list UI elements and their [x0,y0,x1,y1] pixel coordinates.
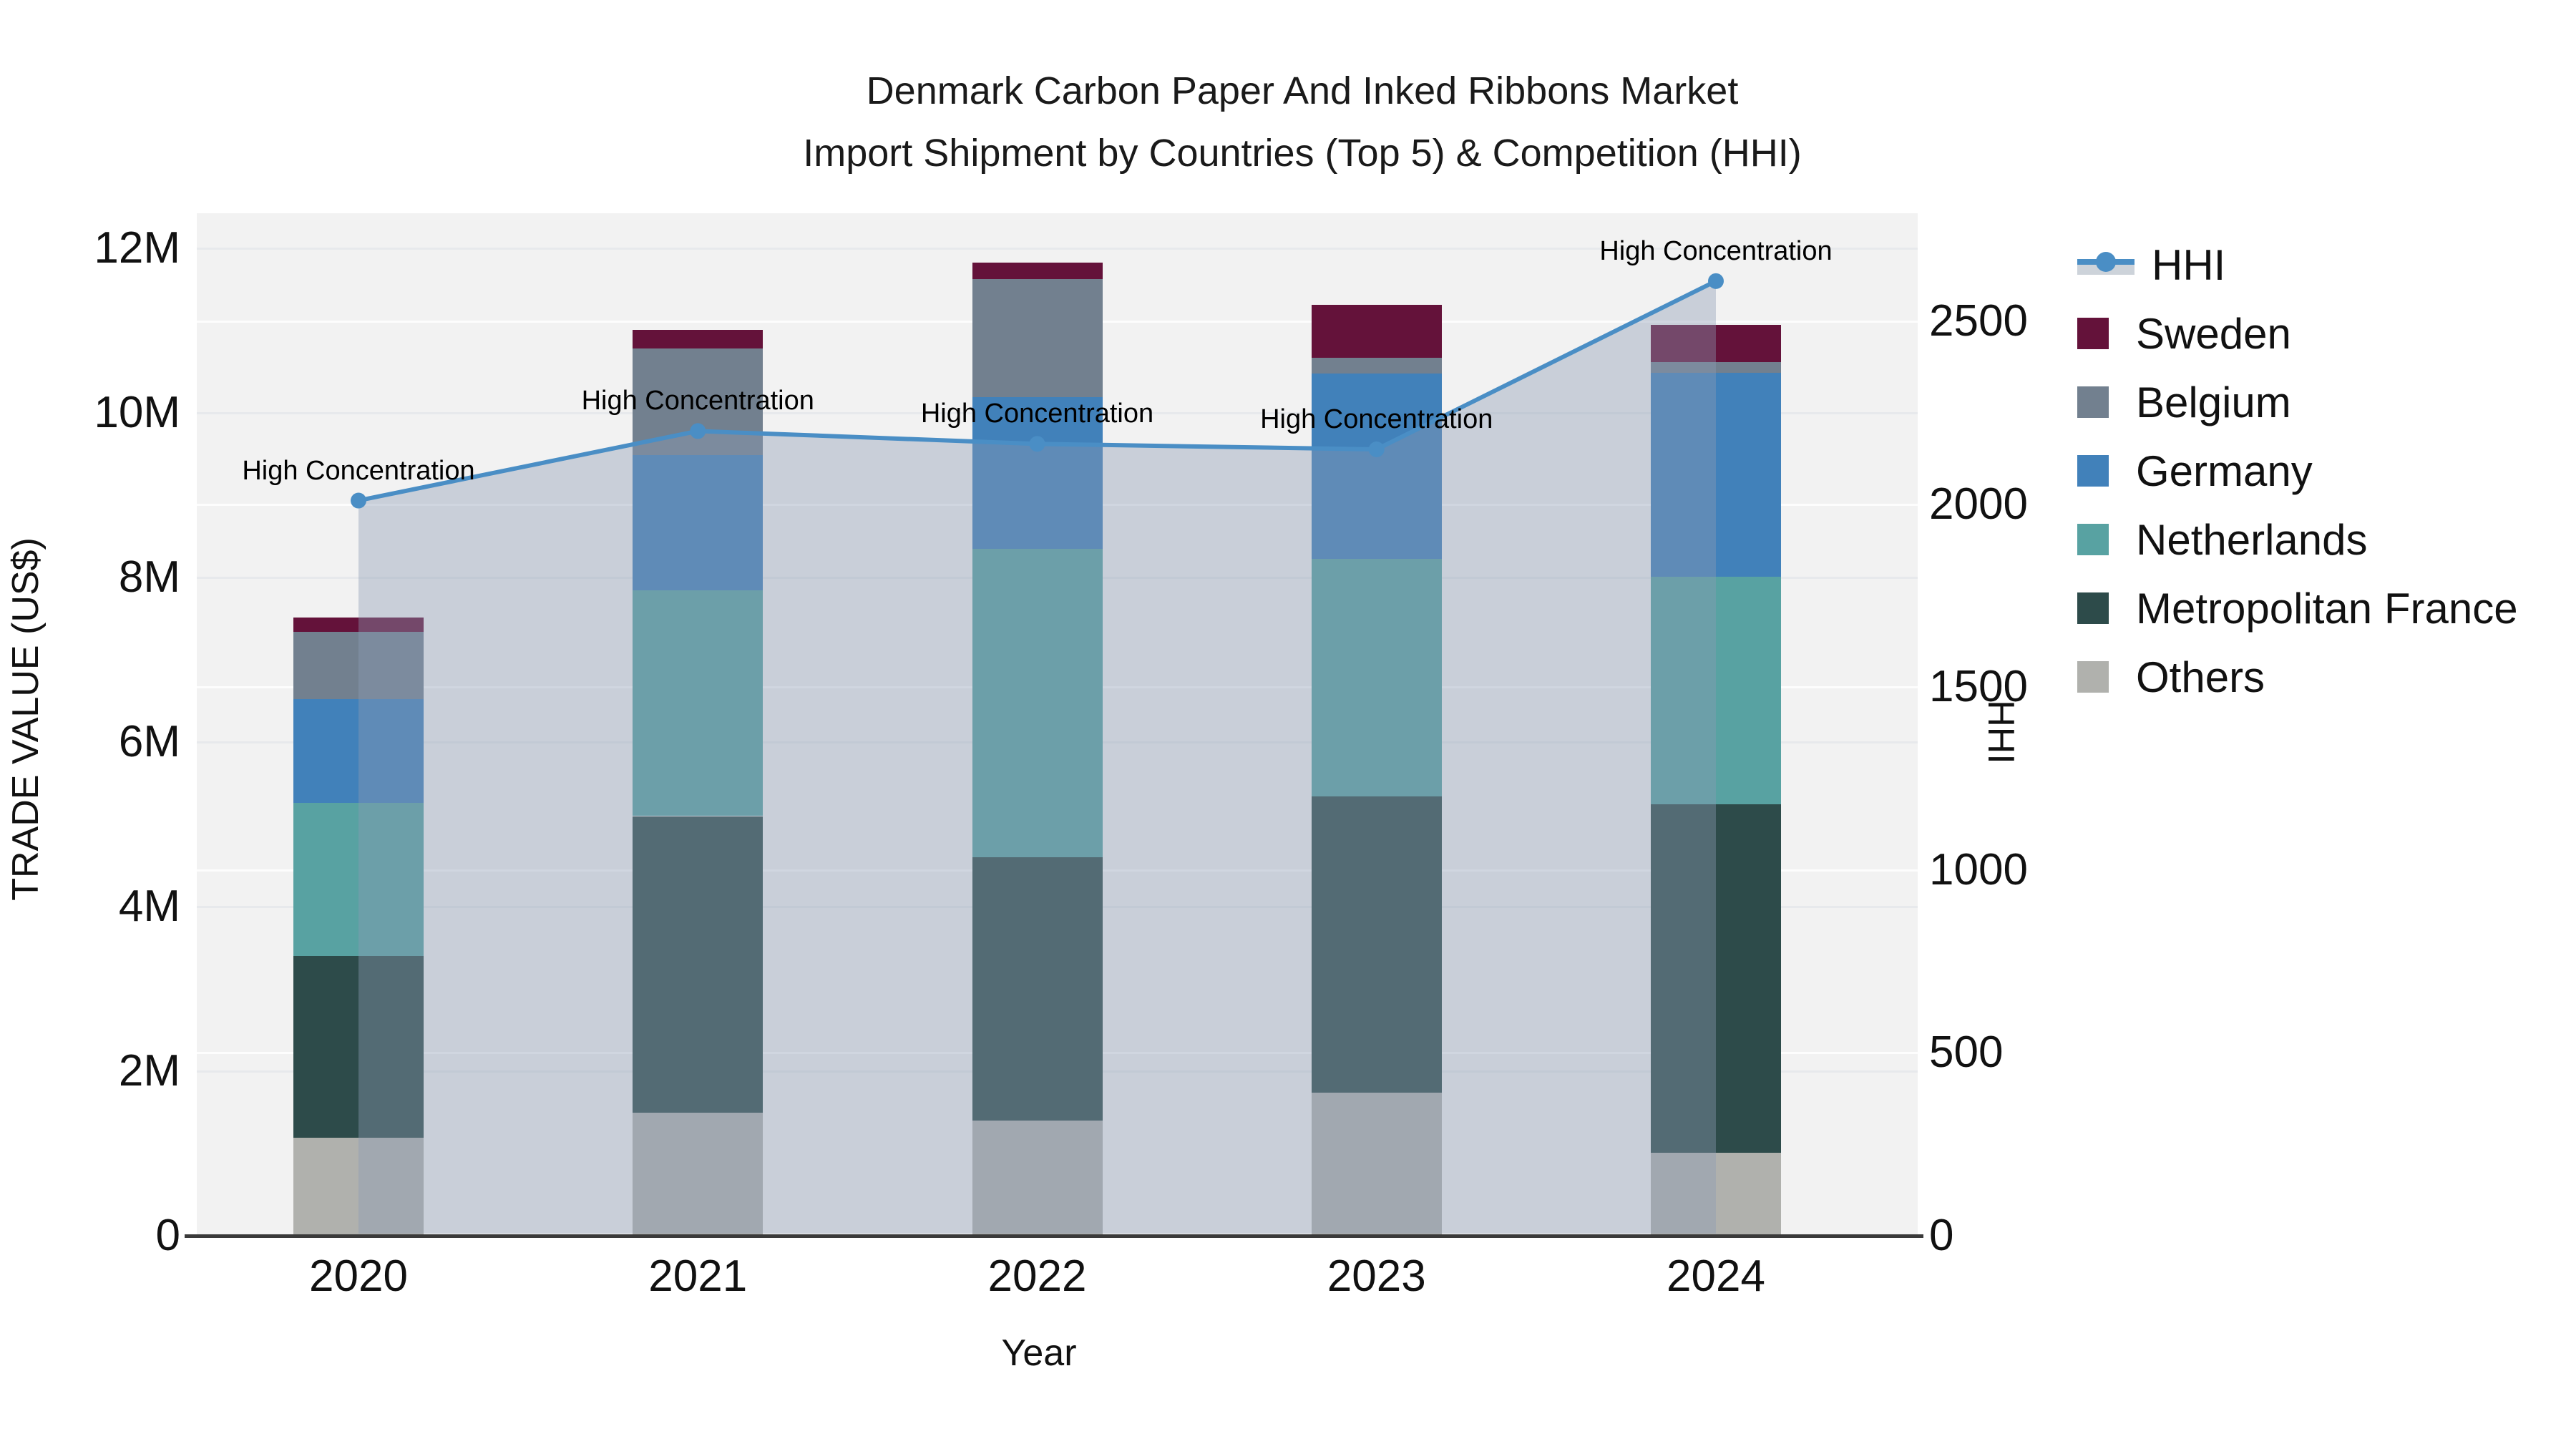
hhi-marker-2022 [1029,436,1045,452]
bar-segment-others-2024 [1651,1152,1781,1236]
bar-segment-others-2021 [633,1112,763,1236]
bar-segment-belgium-2023 [1311,357,1442,374]
legend-swatch-netherlands [2077,524,2109,555]
legend-label-sweden: Sweden [2136,309,2291,358]
bar-segment-belgium-2022 [972,278,1103,398]
bar-segment-belgium-2020 [293,631,424,700]
y-left-tick-12M: 12M [94,223,180,273]
bar-segment-netherlands-2023 [1311,558,1442,796]
gridline-left-axis [197,248,1918,250]
bar-segment-metropolitan-france-2022 [972,857,1103,1121]
legend-label-metropolitan-france: Metropolitan France [2136,584,2518,633]
annotation-2024: High Concentration [1599,235,1833,266]
legend-item-netherlands[interactable]: Netherlands [2077,511,2368,568]
y-left-tick-2M: 2M [118,1046,180,1096]
annotation-2021: High Concentration [581,386,814,416]
hhi-line-layer [351,273,1724,1234]
bar-segment-others-2020 [293,1138,424,1236]
x-tick-2021: 2021 [648,1252,748,1301]
x-tick-2023: 2023 [1327,1252,1426,1301]
x-tick-2022: 2022 [987,1252,1087,1301]
bar-segment-others-2022 [972,1121,1103,1236]
legend-label-others: Others [2136,653,2265,701]
y-right-tick-500: 500 [1929,1028,2004,1078]
bar-segment-sweden-2023 [1311,305,1442,358]
hhi-marker-2021 [690,423,706,439]
bar-segment-germany-2021 [633,454,763,591]
bar-segment-metropolitan-france-2021 [633,816,763,1113]
y-left-tick-8M: 8M [118,552,180,602]
bar-segment-germany-2020 [293,699,424,804]
hhi-legend-marker-dot [2096,252,2116,272]
bar-segment-belgium-2024 [1651,361,1781,373]
legend-item-sweden[interactable]: Sweden [2077,305,2291,362]
bar-segment-metropolitan-france-2023 [1311,796,1442,1093]
y-left-tick-10M: 10M [94,388,180,437]
legend-label-belgium: Belgium [2136,378,2291,426]
plot-area: High Concentration High Concentration High… [197,213,1918,1236]
annotation-2022: High Concentration [920,399,1154,429]
legend-label-netherlands: Netherlands [2136,515,2368,564]
legend-item-belgium[interactable]: Belgium [2077,374,2291,431]
annotation-2023: High Concentration [1260,404,1493,434]
chart-title-line2: Import Shipment by Countries (Top 5) & C… [803,132,1802,175]
hhi-legend-swatch [2077,249,2135,280]
bar-segment-metropolitan-france-2020 [293,956,424,1138]
legend-swatch-belgium [2077,386,2109,418]
hhi-marker-2024 [1708,273,1724,289]
legend-item-hhi[interactable]: HHI [2077,236,2225,293]
y-right-tick-2500: 2500 [1929,296,2028,346]
bar-segment-others-2023 [1311,1092,1442,1236]
bar-segment-germany-2023 [1311,373,1442,559]
y-right-tick-0: 0 [1929,1211,1954,1260]
legend-swatch-others [2077,661,2109,693]
legend-item-germany[interactable]: Germany [2077,442,2313,499]
x-axis-line [185,1234,1923,1238]
x-tick-2020: 2020 [309,1252,408,1301]
y-right-tick-1000: 1000 [1929,844,2028,894]
annotation-2020: High Concentration [242,455,475,486]
bar-segment-sweden-2024 [1651,324,1781,362]
legend-item-metropolitan-france[interactable]: Metropolitan France [2077,580,2518,637]
legend-label-hhi: HHI [2152,240,2226,289]
legend-swatch-sweden [2077,318,2109,349]
hhi-marker-2023 [1368,441,1385,457]
legend-item-others[interactable]: Others [2077,648,2265,706]
y-right-tick-1500: 1500 [1929,662,2028,712]
y-left-tick-6M: 6M [118,717,180,766]
y-right-axis-title: HHI [1980,700,2021,764]
bar-segment-sweden-2020 [293,618,424,632]
hhi-area-fill [358,280,1716,1234]
bar-segment-metropolitan-france-2024 [1651,804,1781,1153]
legend-swatch-germany [2077,455,2109,487]
bar-segment-netherlands-2024 [1651,576,1781,805]
bar-segment-sweden-2022 [972,262,1103,279]
legend-swatch-metropolitan-france [2077,592,2109,624]
hhi-marker-2020 [351,492,366,509]
y-left-tick-0: 0 [155,1211,180,1260]
bar-segment-germany-2022 [972,397,1103,549]
chart-title-line1: Denmark Carbon Paper And Inked Ribbons M… [866,69,1739,112]
x-tick-2024: 2024 [1667,1252,1765,1301]
legend-label-germany: Germany [2136,447,2313,495]
bar-segment-sweden-2021 [633,329,763,349]
bar-segment-netherlands-2022 [972,548,1103,857]
y-right-tick-2000: 2000 [1929,479,2028,529]
y-left-tick-4M: 4M [118,882,180,931]
bar-segment-netherlands-2020 [293,803,424,956]
bar-segment-germany-2024 [1651,372,1781,577]
bar-segment-netherlands-2021 [633,590,763,816]
x-axis-title: Year [1001,1332,1077,1374]
